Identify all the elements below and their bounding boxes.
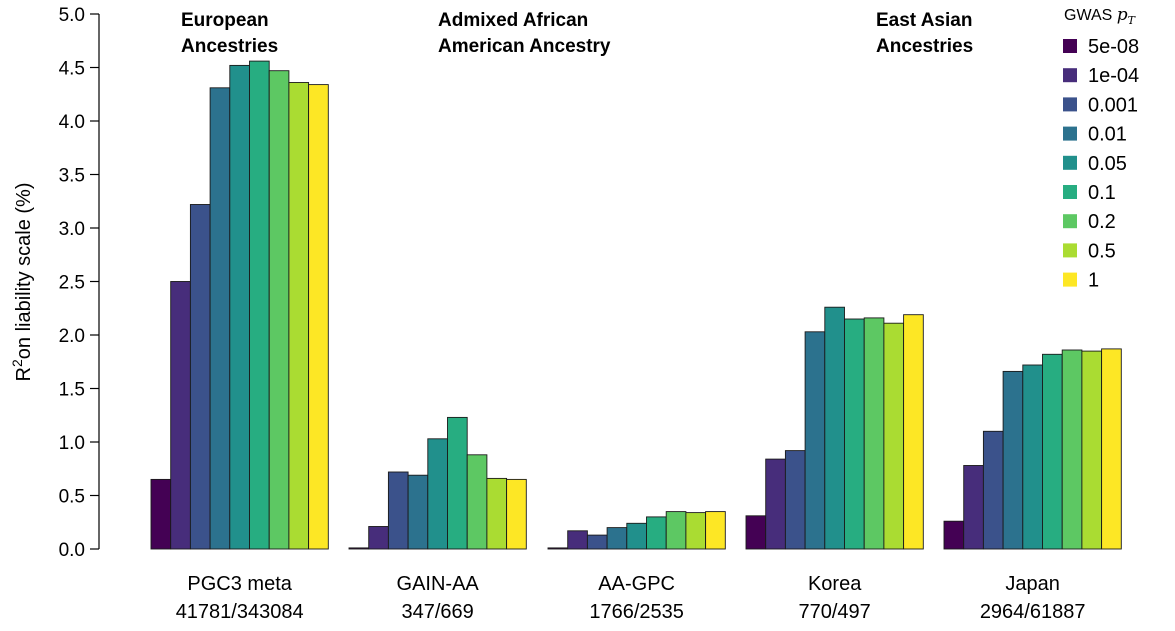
group-sample-size: 2964/61887 — [980, 601, 1086, 623]
y-tick-label: 3.5 — [59, 166, 85, 187]
group-sample-size: 41781/343084 — [176, 601, 304, 623]
bar — [427, 438, 448, 550]
bar — [567, 530, 588, 550]
bar — [288, 82, 310, 550]
y-tick-label: 4.5 — [59, 59, 85, 80]
group-label: Korea — [808, 573, 862, 595]
bar — [982, 430, 1004, 550]
y-tick-label: 5.0 — [59, 5, 85, 26]
y-tick-label: 4.0 — [59, 112, 85, 133]
group-label: AA-GPC — [598, 573, 675, 595]
legend-label: 1e-04 — [1088, 65, 1139, 87]
bar — [1022, 364, 1043, 550]
group-label: Japan — [1005, 573, 1060, 595]
bar — [308, 84, 329, 550]
y-tick-label: 2.5 — [59, 273, 85, 294]
y-axis-label: R2on liability scale (%) — [9, 183, 35, 382]
group-sample-size: 347/669 — [402, 601, 474, 623]
legend-swatch — [1063, 214, 1077, 229]
legend-label: 0.05 — [1088, 153, 1127, 175]
bar — [586, 534, 608, 550]
legend-label: 5e-08 — [1088, 36, 1139, 58]
bar — [646, 516, 667, 550]
legend-label: 0.01 — [1088, 124, 1127, 146]
legend-swatch — [1063, 126, 1077, 141]
bar — [506, 478, 527, 550]
bar — [387, 471, 409, 550]
bar — [883, 322, 905, 550]
bar — [804, 331, 826, 550]
bar — [249, 60, 270, 550]
bar — [170, 281, 191, 550]
y-tick-label: 3.0 — [59, 219, 85, 240]
legend-label: 0.2 — [1088, 211, 1116, 233]
legend-swatch — [1063, 155, 1077, 170]
bar — [1081, 350, 1103, 550]
bar — [268, 70, 290, 550]
y-tick-label: 2.0 — [59, 326, 85, 347]
bar — [407, 474, 429, 550]
bar — [486, 477, 508, 550]
y-tick-label: 1.0 — [59, 433, 85, 454]
bar — [626, 522, 647, 550]
bar — [1061, 349, 1083, 550]
bar — [606, 527, 628, 550]
group-sample-size: 770/497 — [799, 601, 871, 623]
bar — [466, 454, 488, 550]
bar — [150, 478, 172, 550]
bar — [863, 317, 885, 550]
bar — [547, 547, 569, 550]
bar — [745, 515, 767, 550]
bar — [1002, 370, 1024, 550]
legend-label: 0.1 — [1088, 182, 1116, 204]
bar — [943, 520, 965, 550]
bar — [665, 511, 687, 550]
legend-title: GWAS pT — [1064, 5, 1137, 27]
y-tick-label: 0.0 — [59, 540, 85, 561]
bar — [209, 87, 231, 550]
group-label: PGC3 meta — [187, 573, 292, 595]
ancestry-title: European Ancestries — [181, 10, 278, 57]
bar — [705, 511, 726, 550]
bar — [1101, 348, 1122, 550]
legend-swatch — [1063, 272, 1077, 287]
bar — [963, 465, 984, 550]
y-tick-label: 0.5 — [59, 487, 85, 508]
legend-swatch — [1063, 185, 1077, 199]
bar — [368, 526, 389, 550]
legend-swatch — [1063, 97, 1077, 112]
bar — [824, 306, 845, 550]
bar — [447, 416, 468, 550]
legend-swatch — [1063, 68, 1077, 83]
bar — [685, 512, 707, 550]
legend-label: 1 — [1088, 270, 1099, 292]
bar — [784, 450, 806, 550]
group-label: GAIN-AA — [397, 573, 480, 595]
bar — [1042, 353, 1063, 550]
legend-swatch — [1063, 39, 1077, 53]
bar — [229, 64, 250, 550]
bar — [844, 318, 865, 550]
ancestry-title: Admixed African American Ancestry — [438, 10, 611, 57]
bar — [189, 204, 211, 550]
ancestry-title: East Asian Ancestries — [876, 10, 973, 57]
y-tick-label: 1.5 — [59, 380, 85, 401]
legend-label: 0.001 — [1088, 94, 1138, 116]
bar — [765, 458, 786, 550]
bar — [903, 314, 924, 550]
legend-swatch — [1063, 243, 1077, 258]
bar — [348, 547, 370, 550]
legend-label: 0.5 — [1088, 240, 1116, 262]
group-sample-size: 1766/2535 — [589, 601, 684, 623]
